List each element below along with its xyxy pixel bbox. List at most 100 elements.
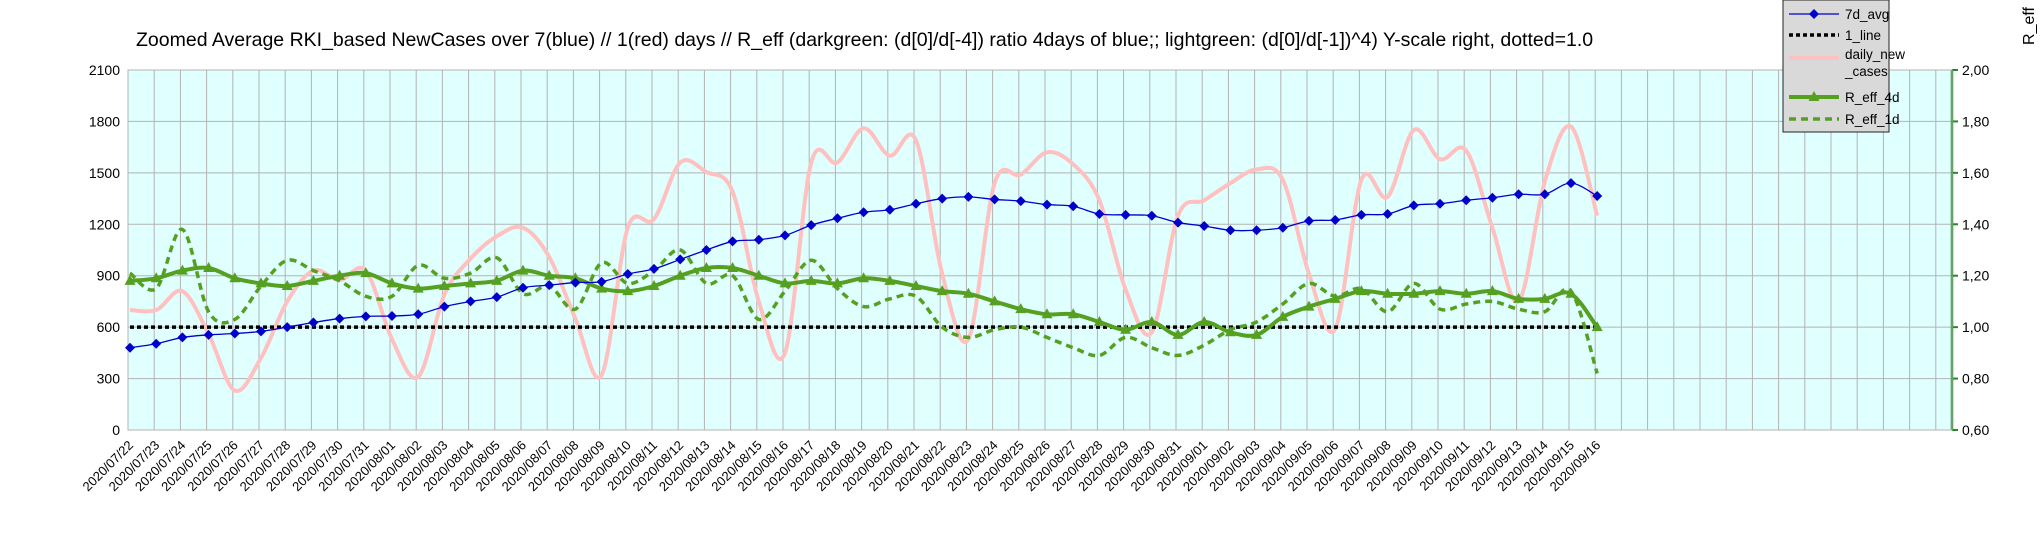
7d-avg-marker — [465, 296, 476, 307]
r-eff-4d-marker — [386, 277, 398, 288]
7d-avg-marker — [151, 338, 162, 349]
r-eff-4d-marker — [648, 280, 660, 290]
r-eff-4d-marker — [543, 269, 555, 280]
r-eff-4d-marker — [596, 282, 608, 293]
7d-avg-marker — [439, 301, 450, 312]
r-eff-4d-marker — [1434, 285, 1446, 296]
7d-avg-marker — [387, 311, 397, 321]
legend-label-line: _cases — [1844, 64, 1888, 79]
r-eff-4d-marker — [465, 277, 477, 288]
r-eff-4d-marker — [674, 269, 686, 280]
r-eff-4d-marker — [229, 272, 241, 283]
7d-avg-marker — [334, 313, 345, 324]
r-eff-4d-marker — [334, 269, 346, 280]
7d-avg-marker — [806, 220, 817, 231]
r-eff-4d-marker — [1408, 287, 1420, 298]
7d-avg-marker — [937, 193, 948, 204]
series-layer — [124, 123, 1603, 393]
7d-avg-marker — [1408, 200, 1419, 211]
y-tick-label: 1200 — [89, 216, 120, 232]
7d-avg-marker — [1042, 199, 1052, 210]
legend-marker-7d-avg — [1809, 9, 1819, 19]
legend-label: R_eff_4d — [1845, 90, 1900, 105]
7d-avg-marker — [1356, 209, 1367, 220]
plot-frame — [127, 69, 1953, 431]
r-eff-4d-marker — [805, 274, 817, 285]
r-eff-4d-marker — [569, 272, 581, 283]
r-eff-4d-marker — [1303, 300, 1315, 311]
r-eff-4d-marker — [1041, 308, 1053, 319]
7d-avg-marker — [858, 207, 869, 218]
r-eff-4d-marker — [1015, 303, 1027, 314]
r-eff-4d-marker — [150, 272, 162, 283]
7d-avg-marker — [1199, 221, 1210, 231]
7d-avg-marker — [308, 317, 319, 328]
r-eff-4d-marker — [1539, 292, 1551, 303]
r-eff-4d-marker — [1146, 316, 1158, 326]
y2-tick-label: 1,60 — [1962, 165, 1989, 181]
r-eff-4d-marker — [1093, 316, 1105, 326]
7d-avg-marker — [1435, 198, 1445, 209]
r-eff-4d-marker — [203, 262, 215, 272]
legend-label: 7d_avg — [1845, 7, 1889, 22]
7d-avg-marker — [1304, 215, 1314, 226]
r-eff-4d-marker — [858, 272, 870, 283]
7d-avg-marker — [753, 234, 764, 245]
7d-avg-marker — [832, 213, 843, 224]
7d-avg-marker — [491, 292, 502, 303]
series-line-r-eff-1d — [128, 227, 1599, 374]
r-eff-4d-marker — [255, 277, 267, 288]
r-eff-4d-marker — [1460, 287, 1472, 298]
7d-avg-marker — [1146, 210, 1157, 221]
r-eff-4d-marker — [176, 264, 188, 275]
y-tick-label: 1500 — [89, 165, 120, 181]
7d-avg-marker — [1461, 195, 1472, 206]
7d-avg-marker — [1382, 209, 1393, 219]
r-eff-4d-marker — [1067, 308, 1079, 319]
7d-avg-marker — [1068, 201, 1079, 212]
y2-tick-label: 1,80 — [1962, 113, 1989, 129]
7d-avg-marker — [360, 311, 371, 322]
7d-avg-marker — [911, 198, 921, 209]
r-eff-4d-marker — [1591, 321, 1603, 332]
r-eff-4d-marker — [962, 287, 974, 298]
7d-avg-marker — [963, 191, 974, 202]
r-eff-4d-marker — [753, 269, 765, 280]
7d-avg-marker — [518, 282, 528, 293]
y2-tick-label: 1,40 — [1962, 216, 1989, 232]
y-tick-label: 2100 — [89, 62, 120, 78]
legend-label: R_eff_1d — [1845, 112, 1900, 127]
legend: 7d_avg 1_line daily_new _cases R_eff_4d R_eff… — [1782, 0, 1905, 133]
7d-avg-marker — [1513, 189, 1524, 200]
r-eff-4d-marker — [307, 274, 319, 285]
r-eff-4d-marker — [491, 274, 503, 285]
r-eff-4d-marker — [438, 280, 450, 290]
r-eff-4d-marker — [1513, 292, 1525, 303]
y-tick-label: 300 — [97, 371, 121, 387]
r-eff-4d-marker — [1120, 323, 1132, 334]
7d-avg-marker — [1592, 191, 1603, 201]
7d-avg-marker — [1487, 192, 1498, 203]
r-eff-4d-marker — [936, 285, 948, 296]
r-eff-4d-marker — [831, 277, 843, 288]
r-eff-4d-marker — [1382, 287, 1394, 298]
7d-avg-marker — [780, 230, 790, 241]
7d-avg-marker — [229, 328, 240, 339]
7d-avg-marker — [1330, 215, 1341, 225]
y-tick-label: 900 — [97, 268, 121, 284]
r-eff-4d-marker — [1172, 328, 1184, 339]
7d-avg-marker — [701, 245, 712, 255]
r-eff-4d-marker — [884, 274, 896, 285]
r-eff-4d-marker — [1251, 328, 1263, 339]
7d-avg-marker — [1094, 209, 1105, 219]
y2-tick-label: 1,00 — [1962, 319, 1989, 335]
y2-tick-label: 0,60 — [1962, 422, 1989, 438]
r-eff-4d-marker — [124, 274, 136, 285]
7d-avg-marker — [256, 326, 266, 337]
r-eff-4d-marker — [1277, 310, 1289, 321]
7d-avg-marker — [727, 236, 738, 247]
chart-title: Zoomed Average RKI_based NewCases over 7… — [136, 29, 1593, 51]
7d-avg-marker — [1277, 222, 1288, 233]
